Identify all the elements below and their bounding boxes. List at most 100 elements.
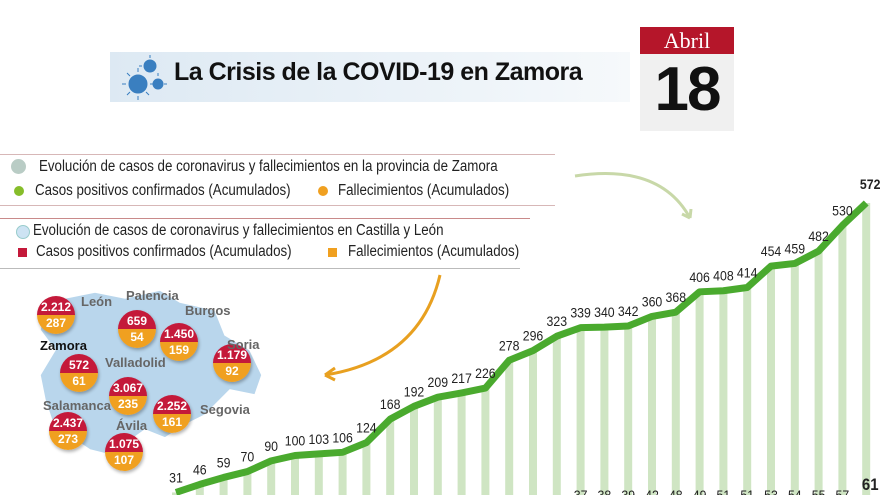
death-value-label: 37 — [574, 487, 588, 495]
province-label: Ávila — [116, 418, 148, 433]
zamora-cases-legend: Casos positivos confirmados (Acumulados) — [35, 182, 291, 199]
province-deaths: 161 — [153, 414, 191, 433]
province-label: Segovia — [200, 402, 250, 417]
province-cases: 572 — [60, 354, 98, 373]
divider — [0, 154, 555, 155]
province-label: Valladolid — [105, 355, 166, 370]
case-bar — [195, 484, 204, 495]
zamora-deaths-legend: Fallecimientos (Acumulados) — [338, 182, 510, 199]
province-label: Palencia — [126, 288, 179, 303]
province-cases: 2.437 — [49, 412, 87, 431]
zamora-legend-icon — [11, 159, 26, 174]
province-cases: 1.179 — [213, 344, 251, 363]
case-value-label: 454 — [761, 243, 782, 259]
case-value-label: 406 — [689, 269, 710, 285]
province-bubble: 659 54 — [118, 310, 156, 348]
case-bar — [624, 326, 633, 495]
province-cases: 2.252 — [153, 395, 191, 414]
calendar-month: Abril — [640, 27, 734, 54]
province-bubble: 2.212 287 — [37, 296, 75, 334]
province-bubble: 1.179 92 — [213, 344, 251, 382]
case-bar — [267, 460, 276, 495]
case-bar — [719, 290, 728, 495]
case-value-label: 296 — [523, 328, 544, 344]
province-label: Soria — [227, 337, 260, 352]
case-bar — [172, 492, 180, 495]
case-bar — [386, 419, 395, 495]
case-value-label: 209 — [428, 374, 449, 390]
province-label: Zamora — [40, 338, 87, 353]
province-bubble: 2.437 273 — [49, 412, 87, 450]
province-cases: 1.450 — [160, 323, 198, 342]
case-bar — [743, 287, 752, 495]
case-bar — [814, 251, 823, 495]
case-value-label: 572 — [860, 176, 880, 192]
death-value-label: 53 — [764, 487, 778, 495]
death-value-label: 57 — [836, 487, 850, 495]
case-bar — [338, 452, 347, 495]
case-value-label: 100 — [285, 433, 306, 449]
case-value-label: 217 — [451, 370, 472, 386]
province-deaths: 92 — [213, 363, 251, 382]
case-value-label: 342 — [618, 303, 639, 319]
case-bar — [790, 263, 799, 495]
case-value-label: 278 — [499, 338, 520, 354]
province-bubble: 1.450 159 — [160, 323, 198, 361]
province-bubble: 2.252 161 — [153, 395, 191, 433]
province-deaths: 235 — [109, 396, 147, 415]
virus-icon — [122, 55, 167, 100]
death-value-label: 38 — [598, 487, 612, 495]
case-bar — [219, 477, 228, 495]
case-value-label: 168 — [380, 396, 401, 412]
case-value-label: 192 — [404, 384, 425, 400]
case-value-label: 530 — [832, 203, 853, 219]
deaths-dot-icon — [318, 186, 328, 196]
case-bar — [695, 291, 704, 495]
zamora-legend-title: Evolución de casos de coronavirus y fall… — [39, 158, 498, 175]
case-bar — [552, 336, 561, 495]
case-value-label: 59 — [217, 455, 231, 471]
cases-line — [174, 200, 869, 495]
province-label: León — [81, 294, 113, 309]
case-bar — [862, 203, 871, 495]
case-value-label: 323 — [547, 313, 568, 329]
province-deaths: 159 — [160, 342, 198, 361]
province-cases: 1.075 — [105, 433, 143, 452]
province-bubble: 572 61 — [60, 354, 98, 392]
title-banner — [110, 52, 630, 102]
case-value-label: 340 — [594, 304, 615, 320]
case-value-label: 70 — [241, 449, 255, 465]
province-bubble: 1.075 107 — [105, 433, 143, 471]
province-cases: 2.212 — [37, 296, 75, 315]
death-value-label: 39 — [621, 487, 635, 495]
page-title: La Crisis de la COVID-19 en Zamora — [174, 58, 583, 86]
case-bar — [838, 225, 847, 495]
death-value-label: 48 — [669, 487, 683, 495]
province-bubble: 3.067 235 — [109, 377, 147, 415]
death-value-label: 42 — [645, 487, 659, 495]
province-deaths: 107 — [105, 452, 143, 471]
case-bar — [433, 397, 442, 495]
cases-dot-icon — [14, 186, 24, 196]
death-value-label: 54 — [788, 487, 802, 495]
case-bar — [767, 266, 775, 495]
death-value-label: 49 — [693, 487, 707, 495]
case-value-label: 226 — [475, 365, 496, 381]
case-value-label: 124 — [356, 420, 377, 436]
arrow-to-chart-icon — [574, 172, 693, 220]
case-bar — [600, 327, 609, 495]
case-value-label: 459 — [785, 241, 806, 257]
case-bar — [505, 360, 514, 495]
province-deaths: 54 — [118, 329, 156, 348]
case-value-label: 103 — [309, 431, 330, 447]
case-value-label: 360 — [642, 294, 663, 310]
cyl-cases-square-icon — [18, 248, 27, 257]
province-cases: 3.067 — [109, 377, 147, 396]
case-bar — [648, 316, 656, 495]
cyl-legend-title: Evolución de casos de coronavirus y fall… — [33, 222, 444, 239]
province-label: Salamanca — [43, 398, 111, 413]
case-value-label: 106 — [332, 430, 353, 446]
province-deaths: 61 — [60, 373, 98, 392]
province-cases: 659 — [118, 310, 156, 329]
